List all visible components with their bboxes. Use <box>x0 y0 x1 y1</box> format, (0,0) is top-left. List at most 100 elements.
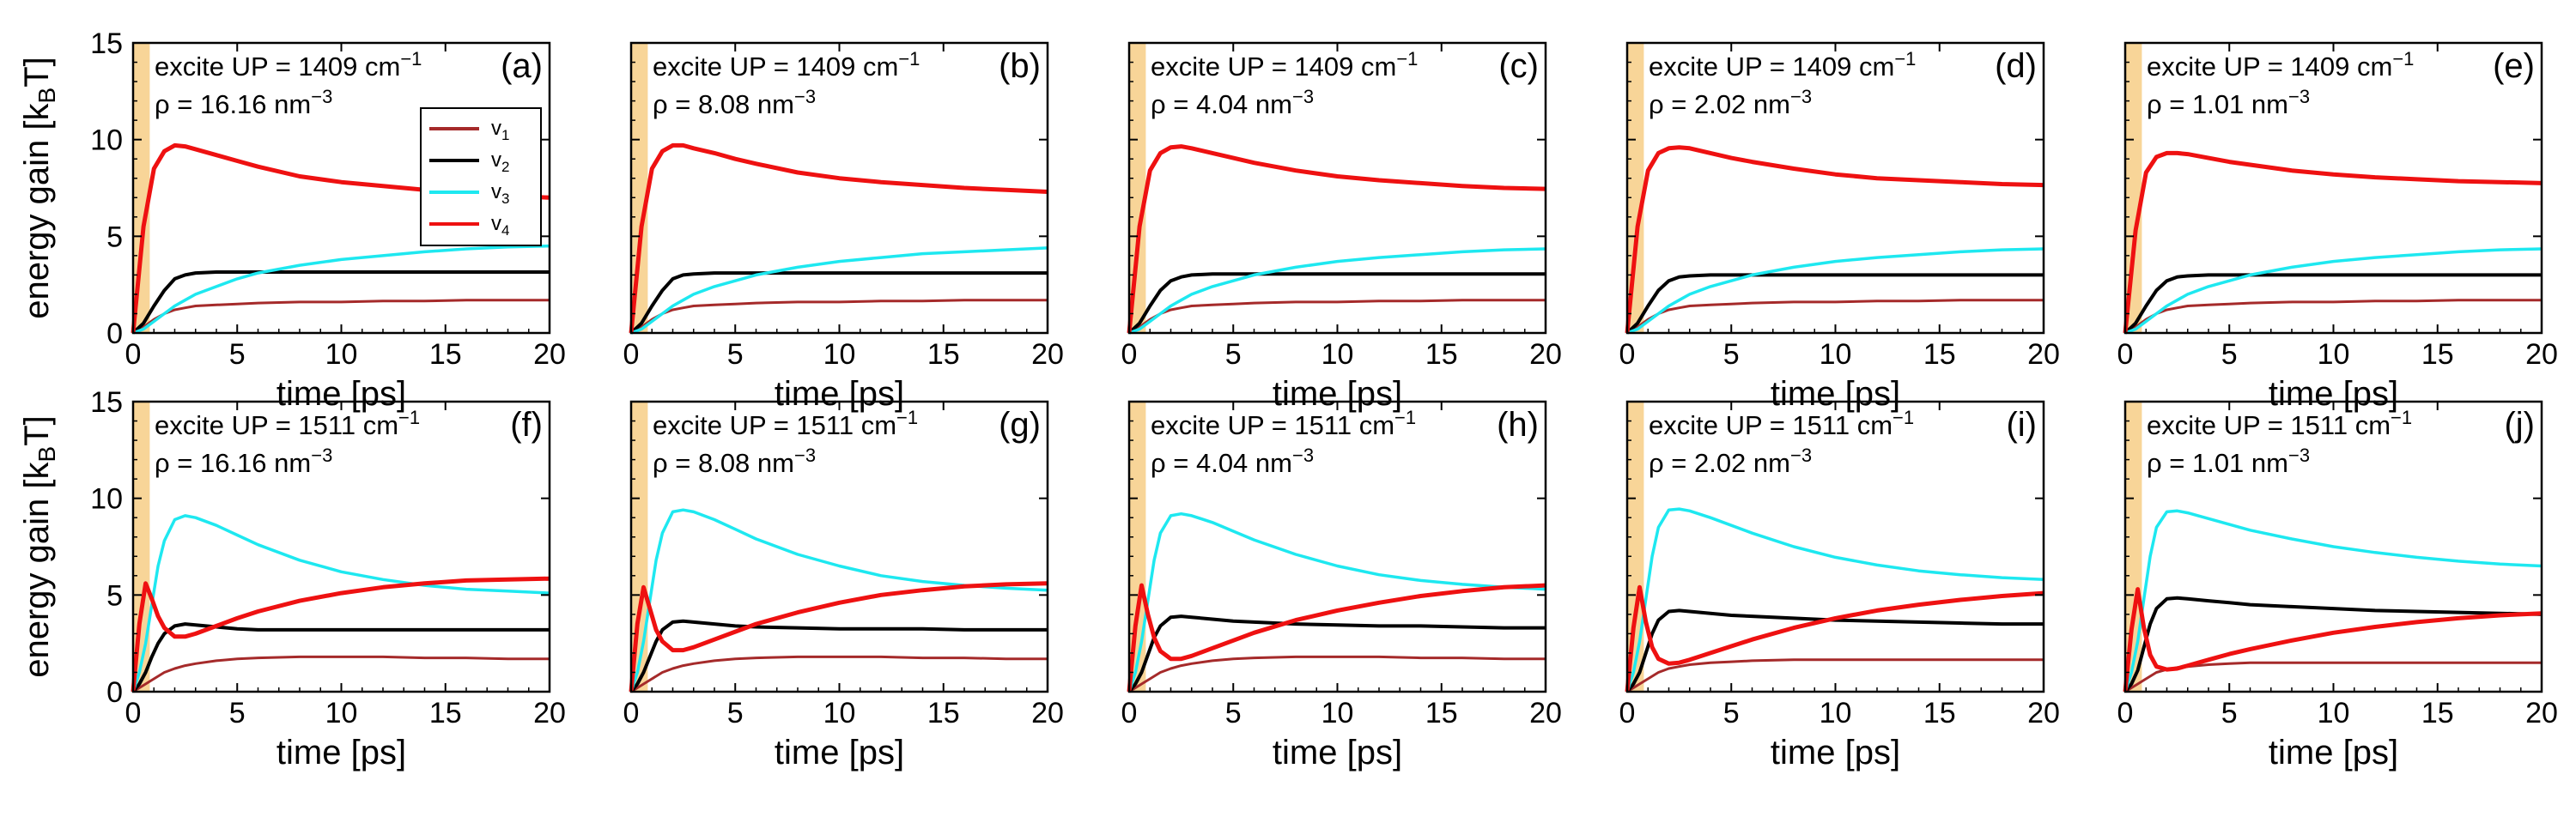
series-line-v1 <box>1626 658 2044 693</box>
series-line-v2 <box>1127 272 1546 335</box>
x-tick-label: 0 <box>623 338 640 371</box>
x-tick-label: 5 <box>1225 697 1242 729</box>
y-tick-label: 15 <box>90 386 123 419</box>
series-line-v3 <box>1625 507 2044 693</box>
x-tick-label: 15 <box>429 697 462 729</box>
y-tick-label: 0 <box>106 676 123 709</box>
excite-label: excite UP = 1409 cm−1 <box>155 48 422 82</box>
series-line-v4 <box>1625 145 2044 334</box>
x-tick-label: 10 <box>2318 697 2350 729</box>
series-line-v2 <box>629 619 1048 693</box>
pulse-band <box>631 43 648 333</box>
y-tick-label: 15 <box>90 27 123 60</box>
x-axis-label: time [ps] <box>775 734 904 772</box>
x-tick-label: 15 <box>1425 697 1458 729</box>
panel-h: 0 5 10 15 20 excite UP = 1511 cm−1 ρ = 4.04 nm… <box>1121 400 1562 772</box>
x-tick-label: 5 <box>2221 697 2238 729</box>
legend-entry: v1 <box>491 117 509 143</box>
panel-letter: (c) <box>1498 47 1539 85</box>
x-tick-label: 20 <box>533 338 566 371</box>
panel-letter: (a) <box>501 47 543 85</box>
x-tick-label: 15 <box>429 338 462 371</box>
x-tick-label: 15 <box>927 338 960 371</box>
x-tick-label: 20 <box>1031 697 1064 729</box>
series-line-v4 <box>629 142 1048 334</box>
excite-label: excite UP = 1409 cm−1 <box>1151 48 1418 82</box>
x-tick-label: 15 <box>2421 697 2454 729</box>
x-tick-label: 10 <box>325 697 358 729</box>
x-tick-label: 5 <box>727 697 744 729</box>
series-line-v2 <box>1127 614 1546 693</box>
excite-label: excite UP = 1511 cm−1 <box>155 407 420 440</box>
series-line-v1 <box>2124 661 2542 693</box>
x-axis-label: time [ps] <box>2269 734 2398 772</box>
x-tick-label: 5 <box>727 338 744 371</box>
y-tick-label: 10 <box>90 483 123 516</box>
series-line-v2 <box>1625 273 2044 335</box>
axes-frame <box>1625 41 2045 335</box>
x-tick-label: 5 <box>229 338 246 371</box>
axes-frame <box>131 400 551 693</box>
series-line-v3 <box>2124 247 2543 335</box>
density-label: ρ = 4.04 nm−3 <box>1151 86 1314 119</box>
series-line-v3 <box>630 246 1048 335</box>
density-label: ρ = 1.01 nm−3 <box>2147 86 2310 119</box>
x-tick-label: 20 <box>533 697 566 729</box>
x-tick-label: 20 <box>1031 338 1064 371</box>
x-tick-label: 20 <box>1529 697 1562 729</box>
series-line-v2 <box>629 271 1048 335</box>
series-line-v3 <box>1626 247 2044 335</box>
excite-label: excite UP = 1511 cm−1 <box>2147 407 2412 440</box>
legend-entry: v4 <box>491 212 509 239</box>
excite-label: excite UP = 1511 cm−1 <box>1649 407 1914 440</box>
x-tick-label: 0 <box>1121 697 1138 729</box>
panel-letter: (e) <box>2493 47 2535 85</box>
panel-a: 0 5 10 15 20 0 5 10 15 excite UP = 1409 cm−1 ρ = 1… <box>18 27 566 413</box>
series-line-v3 <box>629 508 1048 693</box>
pulse-band <box>2125 43 2142 333</box>
panel-c: 0 5 10 15 20 excite UP = 1409 cm−1 ρ = 4.04 nm… <box>1121 41 1562 413</box>
pulse-band <box>133 43 150 333</box>
series-line-v1 <box>132 655 550 693</box>
x-tick-label: 20 <box>2525 697 2558 729</box>
x-tick-label: 0 <box>1121 338 1138 371</box>
series-line-v2 <box>1625 608 2044 693</box>
density-label: ρ = 16.16 nm−3 <box>155 445 332 478</box>
density-label: ρ = 8.08 nm−3 <box>653 445 816 478</box>
series-line-v4 <box>2123 150 2543 334</box>
x-axis-label: time [ps] <box>1771 734 1900 772</box>
x-tick-label: 5 <box>1723 338 1740 371</box>
panel-j: 0 5 10 15 20 excite UP = 1511 cm−1 ρ = 1.01 nm… <box>2117 400 2558 772</box>
panel-g: 0 5 10 15 20 excite UP = 1511 cm−1 ρ = 8.08 nm… <box>623 400 1064 772</box>
pulse-band <box>1627 402 1644 692</box>
series-line-v2 <box>2123 273 2542 335</box>
series-line-v1 <box>630 655 1048 693</box>
y-axis-label: energy gain [kBT] <box>18 415 60 678</box>
x-tick-label: 15 <box>927 697 960 729</box>
panel-letter: (g) <box>999 406 1041 444</box>
series-line-v4 <box>2123 587 2543 693</box>
excite-label: excite UP = 1511 cm−1 <box>653 407 918 440</box>
x-tick-label: 20 <box>2027 697 2060 729</box>
series-line-v4 <box>1127 144 1546 334</box>
axes-frame <box>2123 41 2543 335</box>
axes-frame <box>1625 400 2045 693</box>
series-line-v2 <box>2123 596 2543 693</box>
x-axis-label: time [ps] <box>1273 734 1402 772</box>
panel-f: 0 5 10 15 20 0 5 10 15 excite UP = 1511 cm−1 ρ = 1… <box>18 386 566 772</box>
x-tick-label: 15 <box>2421 338 2454 371</box>
y-axis-label: energy gain [kBT] <box>18 57 60 319</box>
series-line-v3 <box>1128 247 1546 335</box>
series-line-v2 <box>131 270 550 335</box>
excite-label: excite UP = 1409 cm−1 <box>1649 48 1916 82</box>
x-tick-label: 15 <box>1425 338 1458 371</box>
panel-letter: (b) <box>999 47 1041 85</box>
x-tick-label: 10 <box>1321 338 1354 371</box>
x-tick-label: 20 <box>2525 338 2558 371</box>
pulse-band <box>631 402 648 692</box>
panel-letter: (j) <box>2504 406 2535 444</box>
panel-letter: (i) <box>2006 406 2037 444</box>
x-tick-label: 20 <box>2027 338 2060 371</box>
